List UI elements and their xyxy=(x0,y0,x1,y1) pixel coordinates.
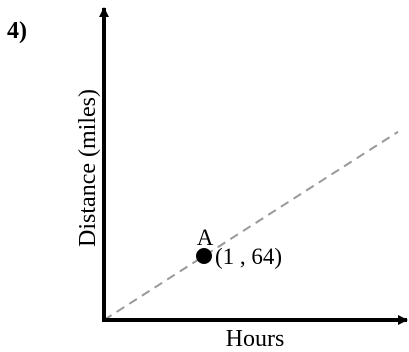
data-point-a xyxy=(196,248,212,264)
problem-number: 4) xyxy=(7,18,27,44)
x-axis-title: Hours xyxy=(226,326,285,352)
point-a-coordinates: (1 , 64) xyxy=(215,244,282,269)
dashed-line xyxy=(103,130,399,321)
y-axis-title: Distance (miles) xyxy=(75,89,101,247)
point-a-label: A xyxy=(197,225,214,250)
